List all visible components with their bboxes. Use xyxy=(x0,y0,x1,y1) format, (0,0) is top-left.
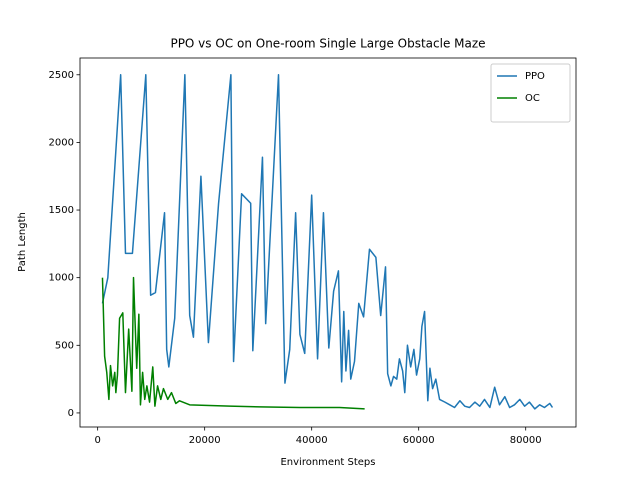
x-axis-label: Environment Steps xyxy=(280,457,375,468)
line-series xyxy=(101,276,365,410)
x-tick-label: 0 xyxy=(94,435,100,446)
y-tick-label: 500 xyxy=(55,340,74,351)
y-tick-label: 2000 xyxy=(49,137,74,148)
y-tick-label: 0 xyxy=(68,408,74,419)
chart-title: PPO vs OC on One-room Single Large Obsta… xyxy=(170,37,485,51)
x-tick-label: 60000 xyxy=(403,435,435,446)
x-tick-label: 20000 xyxy=(189,435,221,446)
legend-box xyxy=(490,63,571,123)
legend-label: OC xyxy=(525,93,540,104)
legend: PPO OC xyxy=(490,63,571,123)
x-tick-label: 40000 xyxy=(296,435,328,446)
legend-label: PPO xyxy=(525,71,545,82)
y-tick-label: 1000 xyxy=(49,273,74,284)
plot-area xyxy=(101,74,554,410)
line-series xyxy=(101,74,554,410)
x-tick-label: 80000 xyxy=(510,435,542,446)
y-tick-label: 1500 xyxy=(49,205,74,216)
axes-frame xyxy=(79,57,577,428)
y-axis-label: Path Length xyxy=(17,212,28,272)
y-tick-label: 2500 xyxy=(49,70,74,81)
